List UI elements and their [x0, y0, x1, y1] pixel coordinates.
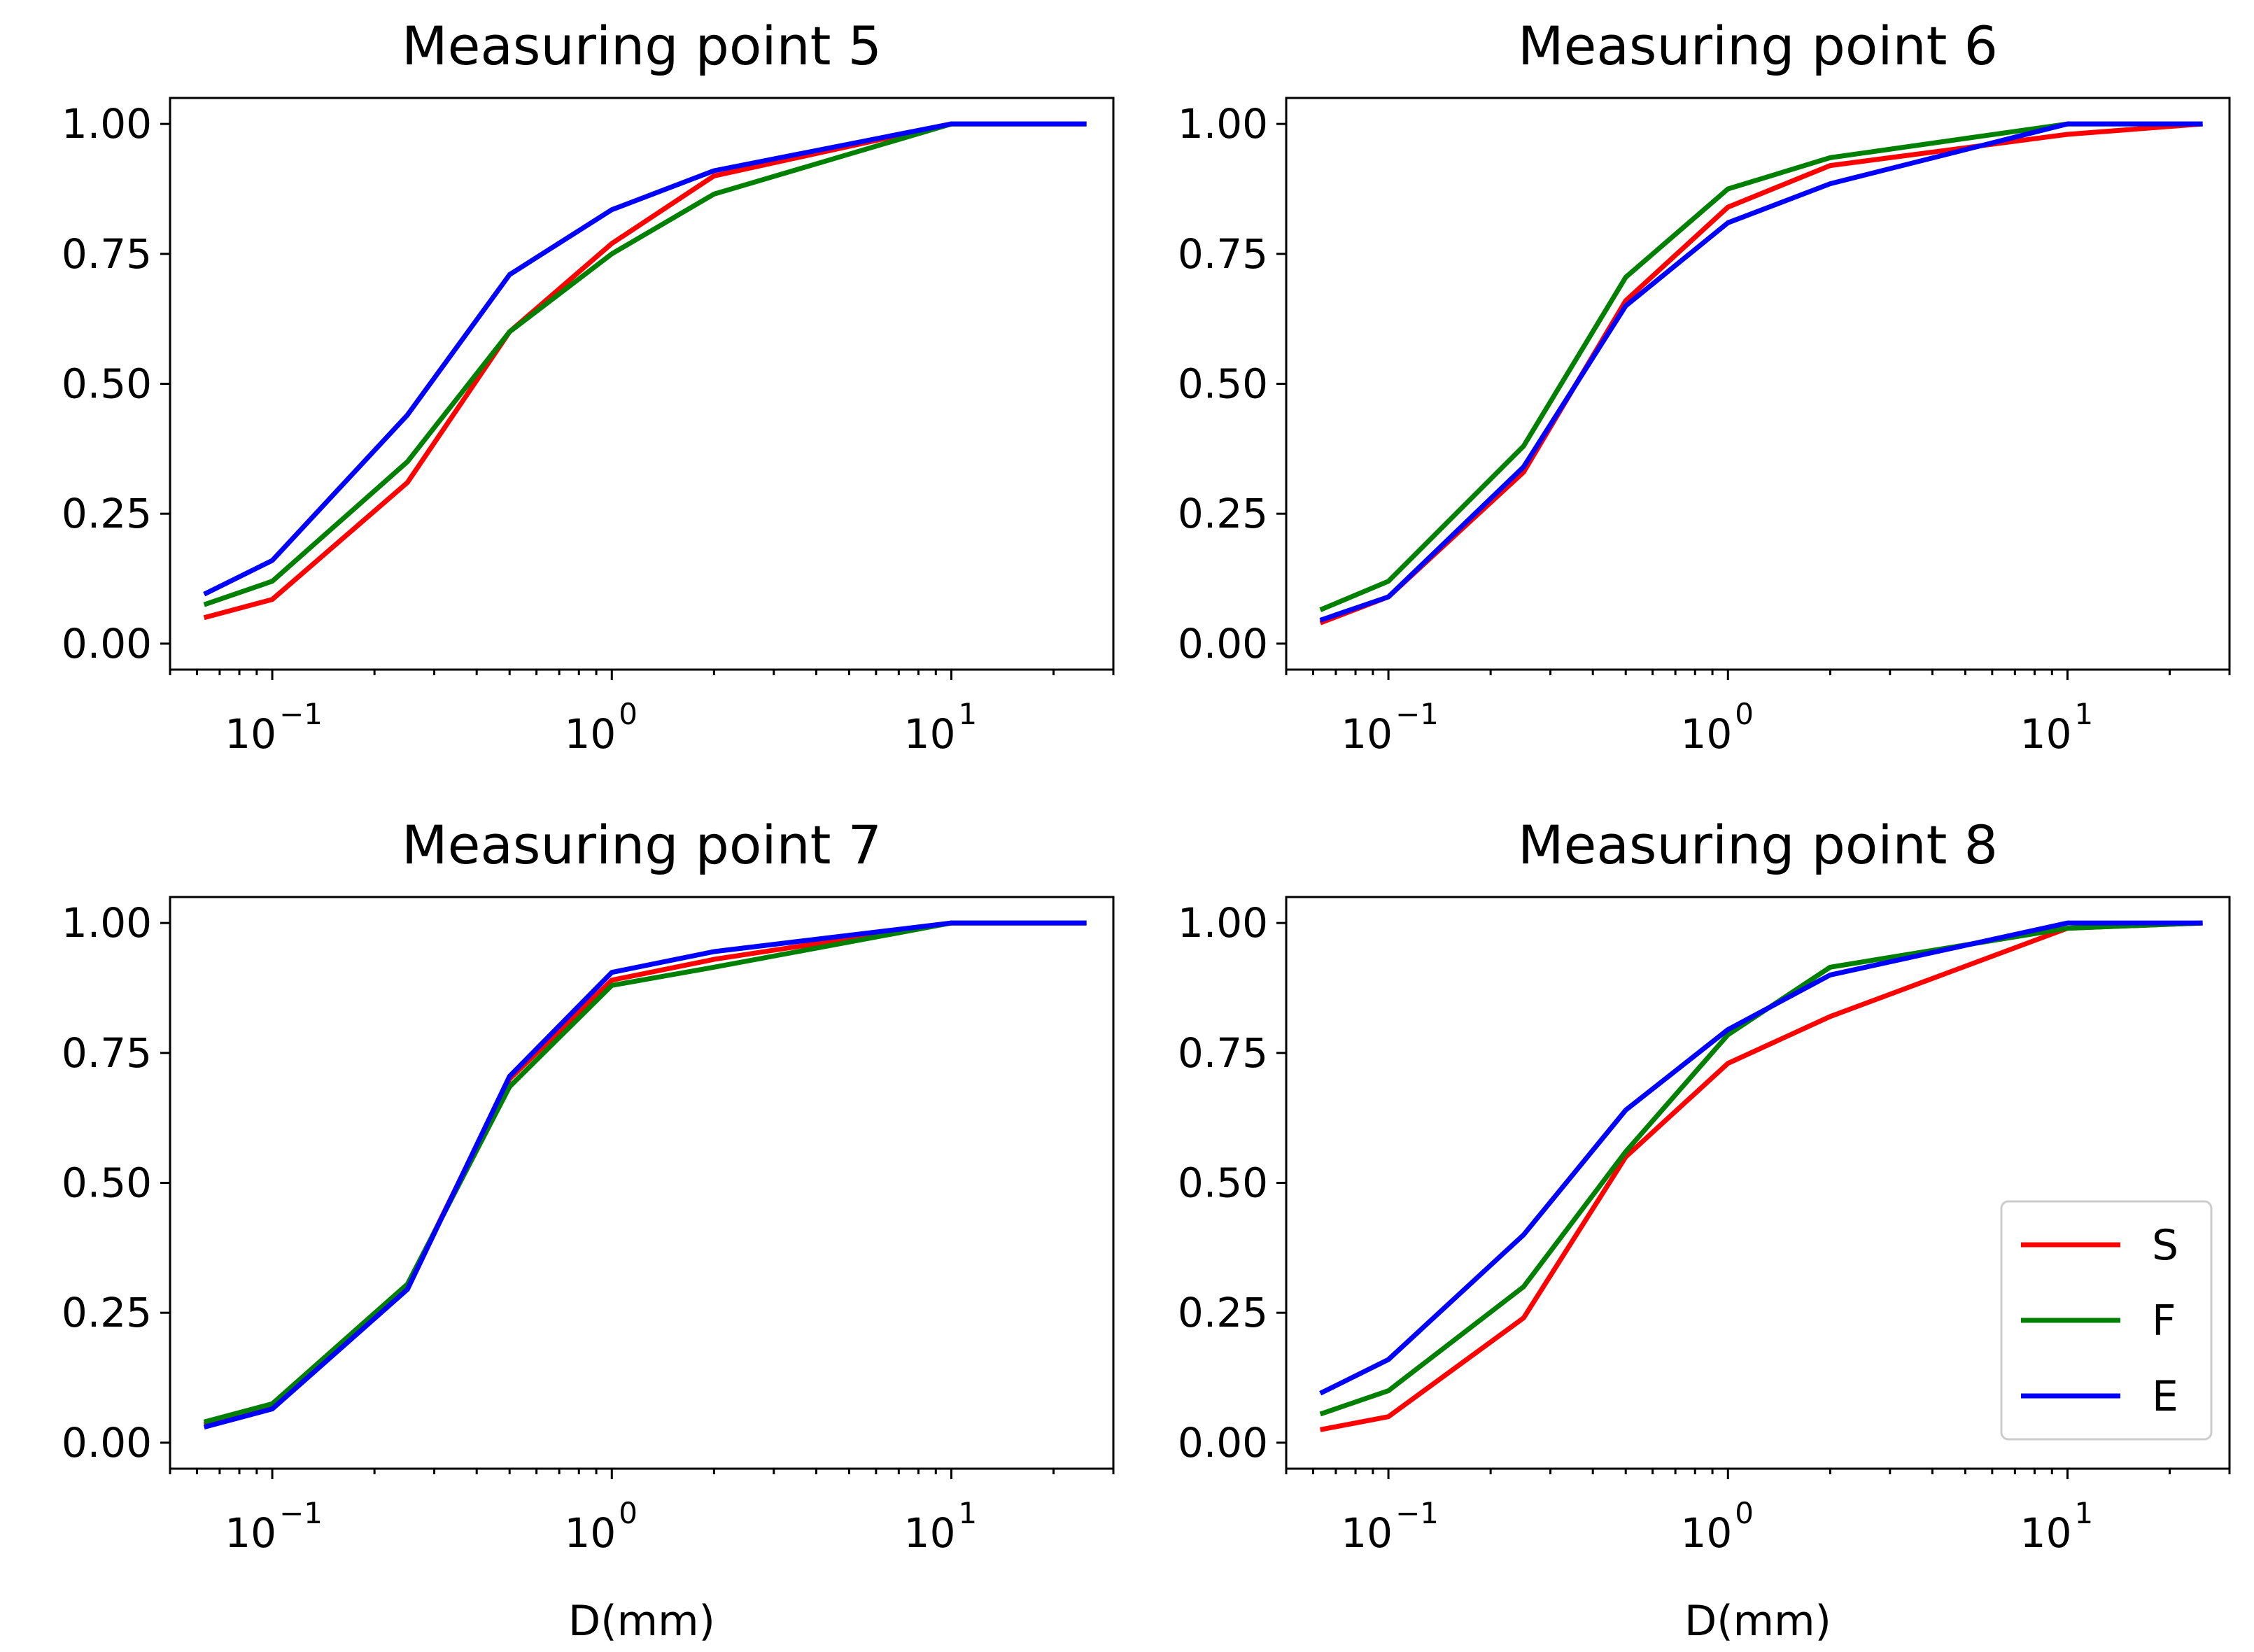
x-tick-exponent: −1 — [1395, 697, 1439, 731]
chart-title: Measuring point 8 — [1518, 814, 1998, 876]
legend-label-e: E — [2152, 1372, 2178, 1421]
y-tick-label: 0.25 — [62, 490, 152, 537]
panel-point-6: Measuring point 60.000.250.500.751.0010−… — [1178, 15, 2231, 758]
y-tick-label: 0.25 — [62, 1289, 152, 1336]
x-tick-label: 10 1 — [904, 1496, 978, 1557]
series-line-e — [1319, 121, 2203, 623]
x-tick-label: 10 0 — [1680, 1496, 1754, 1557]
x-tick-base: 10 — [1680, 1509, 1732, 1557]
x-tick-label: 10 0 — [564, 697, 638, 758]
plot-frame — [1285, 97, 2231, 671]
x-tick-label: 10 −1 — [1341, 697, 1439, 758]
y-tick-label: 0.50 — [62, 360, 152, 408]
x-tick-label: 10 −1 — [1341, 1496, 1439, 1557]
y-tick-label: 0.00 — [1178, 1419, 1268, 1467]
series-line-f — [203, 121, 1087, 607]
x-tick-base: 10 — [904, 710, 956, 758]
series-line-s — [1319, 121, 2203, 626]
y-tick-label: 1.00 — [1178, 100, 1268, 148]
x-tick-label: 10 −1 — [225, 1496, 323, 1557]
panel-point-8: Measuring point 80.000.250.500.751.0010−… — [1178, 814, 2231, 1646]
x-tick-exponent: −1 — [279, 1496, 323, 1530]
series-line-s — [1320, 920, 2203, 1432]
x-tick-base: 10 — [904, 1509, 956, 1557]
x-tick-exponent: 0 — [1735, 1496, 1754, 1530]
x-tick-base: 10 — [1341, 710, 1393, 758]
x-tick-base: 10 — [225, 1509, 276, 1557]
x-tick-exponent: −1 — [279, 697, 323, 731]
x-tick-exponent: −1 — [1395, 1496, 1439, 1530]
plot-frame — [169, 97, 1115, 671]
series-line-e — [1319, 920, 2203, 1396]
x-tick-base: 10 — [564, 1509, 616, 1557]
legend-label-s: S — [2152, 1221, 2178, 1270]
y-tick-label: 0.50 — [1178, 360, 1268, 408]
panel-point-7: Measuring point 70.000.250.500.751.0010−… — [62, 814, 1115, 1646]
chart-title: Measuring point 7 — [402, 814, 882, 876]
x-tick-exponent: 1 — [2074, 697, 2093, 731]
y-tick-label: 0.50 — [1178, 1159, 1268, 1207]
x-tick-base: 10 — [1680, 710, 1732, 758]
series-line-e — [203, 121, 1087, 597]
x-tick-exponent: 1 — [958, 697, 977, 731]
plot-frame — [1285, 896, 2231, 1470]
y-tick-label: 0.75 — [62, 1029, 152, 1077]
y-tick-label: 0.25 — [1178, 1289, 1268, 1336]
x-axis-label: D(mm) — [1684, 1597, 1831, 1646]
series-line-e — [203, 920, 1087, 1429]
y-tick-label: 1.00 — [1178, 899, 1268, 947]
x-tick-base: 10 — [225, 710, 276, 758]
x-tick-exponent: 1 — [958, 1496, 977, 1530]
y-tick-label: 0.50 — [62, 1159, 152, 1207]
y-tick-label: 0.00 — [1178, 620, 1268, 668]
x-tick-base: 10 — [2020, 710, 2072, 758]
x-axis-label: D(mm) — [568, 1597, 715, 1646]
chart-title: Measuring point 6 — [1518, 15, 1998, 77]
x-tick-label: 10 1 — [904, 697, 978, 758]
x-tick-label: 10 −1 — [225, 697, 323, 758]
chart-title: Measuring point 5 — [402, 15, 882, 77]
y-tick-label: 0.00 — [62, 1419, 152, 1467]
x-tick-base: 10 — [564, 710, 616, 758]
y-tick-label: 0.00 — [62, 620, 152, 668]
plot-frame — [169, 896, 1115, 1470]
y-tick-label: 0.75 — [1178, 230, 1268, 278]
series-line-f — [1319, 920, 2203, 1417]
x-tick-exponent: 0 — [619, 697, 638, 731]
y-tick-label: 1.00 — [62, 899, 152, 947]
y-tick-label: 1.00 — [62, 100, 152, 148]
y-tick-label: 0.75 — [1178, 1029, 1268, 1077]
y-tick-label: 0.25 — [1178, 490, 1268, 537]
legend: SFE — [2000, 1200, 2213, 1441]
x-tick-label: 10 1 — [2020, 1496, 2094, 1557]
x-tick-label: 10 0 — [564, 1496, 638, 1557]
x-tick-base: 10 — [2020, 1509, 2072, 1557]
legend-label-f: F — [2152, 1297, 2176, 1346]
x-tick-base: 10 — [1341, 1509, 1393, 1557]
x-tick-label: 10 0 — [1680, 697, 1754, 758]
series-line-f — [203, 920, 1087, 1425]
x-tick-exponent: 1 — [2074, 1496, 2093, 1530]
x-tick-exponent: 0 — [619, 1496, 638, 1530]
series-line-f — [1319, 121, 2203, 612]
panel-point-5: Measuring point 50.000.250.500.751.0010−… — [62, 15, 1115, 758]
y-tick-label: 0.75 — [62, 230, 152, 278]
x-tick-label: 10 1 — [2020, 697, 2094, 758]
x-tick-exponent: 0 — [1735, 697, 1754, 731]
